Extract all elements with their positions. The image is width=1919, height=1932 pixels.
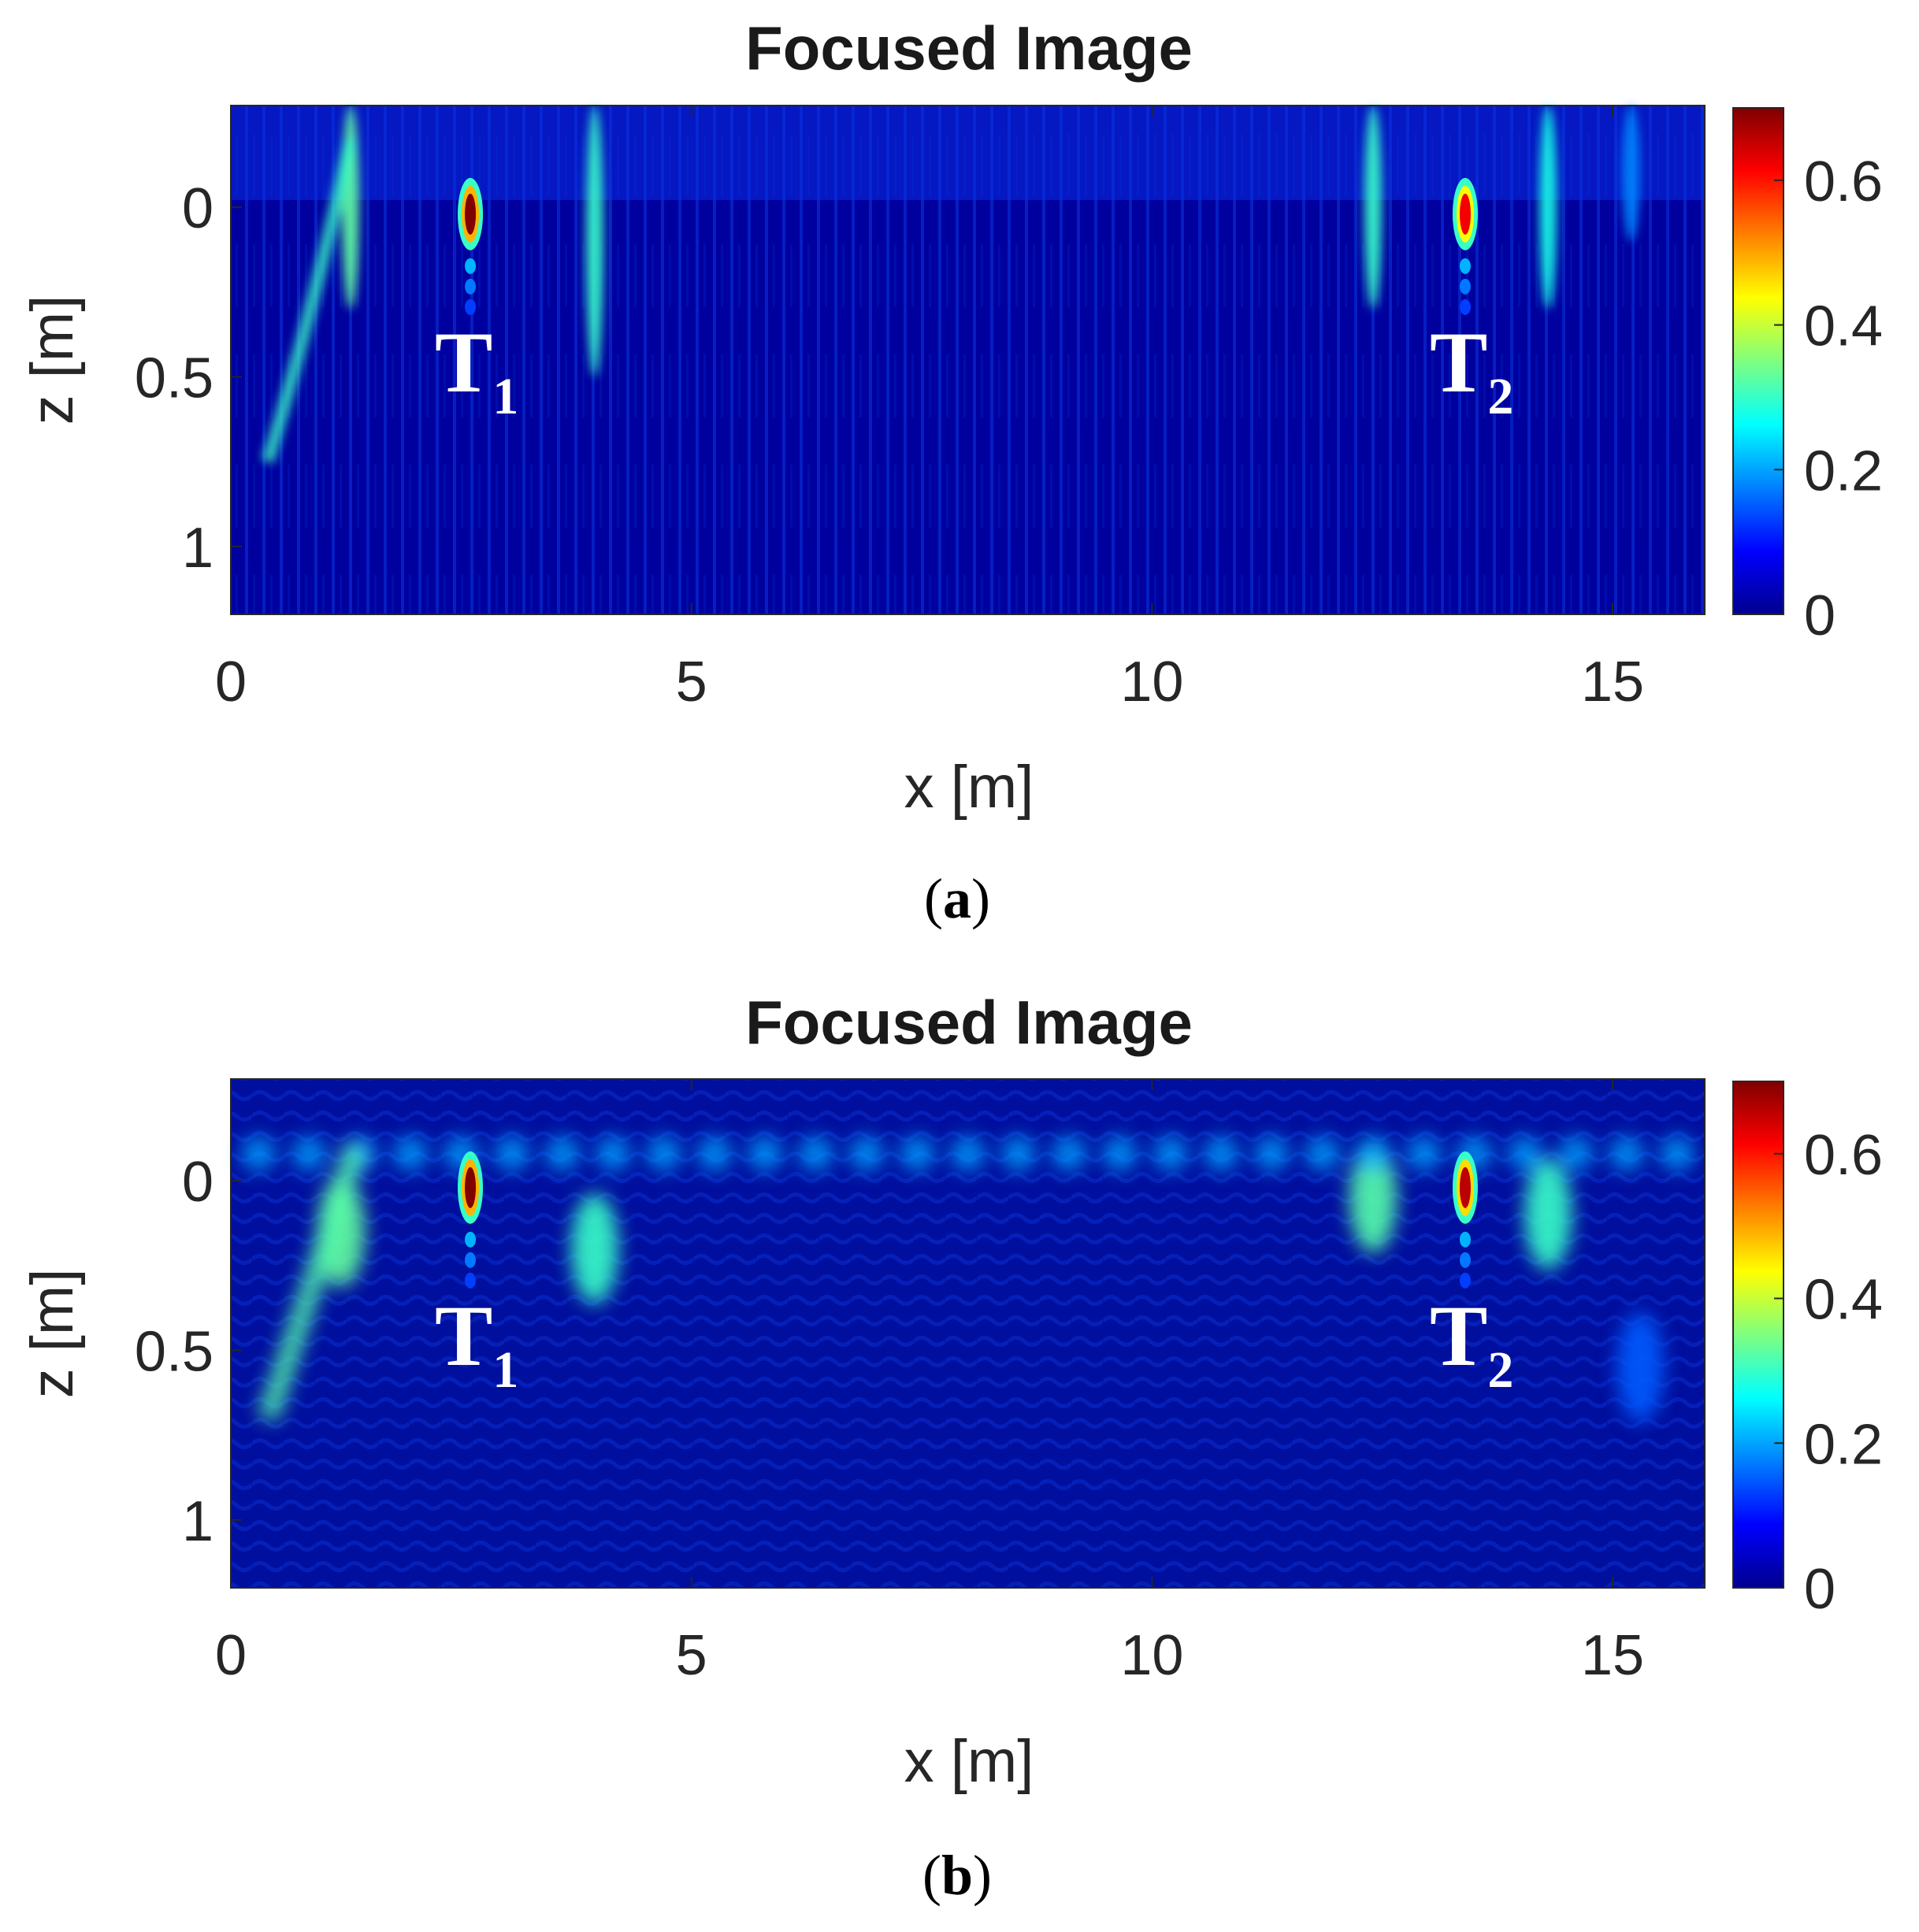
target-sidelobe bbox=[465, 1272, 477, 1289]
colorbar-tick-label: 0.4 bbox=[1804, 1269, 1883, 1332]
target-sidelobe bbox=[1459, 299, 1471, 315]
surface-reflection-blob bbox=[1609, 1136, 1644, 1171]
panel-b: Focused Image T1 T2 0 5 10 15 0 0.5 1 x [m] z … bbox=[19, 988, 1883, 1907]
colorbar-gradient bbox=[1732, 107, 1784, 615]
hyperbola-tail bbox=[262, 138, 357, 464]
y-tick-label: 0 bbox=[182, 177, 213, 240]
surface-reflection-blob bbox=[1000, 1136, 1036, 1171]
plot-frame bbox=[230, 105, 1706, 615]
target-sidelobe bbox=[1459, 258, 1471, 274]
x-axis-label: x [m] bbox=[904, 754, 1034, 821]
panel-a: Focused Image T1 T2 0 5 10 15 0 0.5 1 x [m] z … bbox=[19, 13, 1883, 930]
surface-reflection-blob bbox=[1102, 1136, 1138, 1171]
x-axis-label: x [m] bbox=[904, 1728, 1034, 1795]
heatmap-blob bbox=[1349, 1142, 1397, 1253]
x-tick-label: 10 bbox=[1120, 651, 1183, 714]
x-tick-label: 0 bbox=[215, 1624, 247, 1687]
target-sidelobe bbox=[465, 1252, 477, 1268]
heatmap-streak bbox=[1364, 106, 1383, 310]
panel-label: (b) bbox=[922, 1844, 992, 1907]
surface-reflection-blob bbox=[494, 1136, 529, 1171]
surface-reflection-blob bbox=[950, 1136, 985, 1171]
colorbar-gradient bbox=[1732, 1081, 1784, 1589]
surface-reflection-blob bbox=[748, 1136, 783, 1171]
heatmap-plot-area: T1 T2 bbox=[230, 1078, 1706, 1589]
surface-reflection-blob bbox=[1507, 1136, 1542, 1171]
x-tick-label: 0 bbox=[215, 651, 247, 714]
heatmap-blob bbox=[1616, 1312, 1665, 1423]
target-sidelobe bbox=[1459, 1272, 1471, 1289]
colorbar-tick-label: 0 bbox=[1804, 584, 1835, 647]
target-sidelobe bbox=[465, 299, 477, 315]
surface-reflection-blob bbox=[848, 1136, 884, 1171]
x-tick-label: 5 bbox=[676, 651, 707, 714]
colorbar-tick-label: 0.4 bbox=[1804, 295, 1883, 358]
target-label: T2 bbox=[1430, 314, 1513, 425]
target-sidelobe bbox=[465, 1231, 477, 1248]
surface-reflection-blob bbox=[1659, 1136, 1694, 1171]
target-peak bbox=[465, 193, 477, 235]
colorbar-tick-label: 0.6 bbox=[1804, 150, 1883, 213]
target-sidelobe bbox=[1459, 278, 1471, 295]
colorbar-tick-label: 0.6 bbox=[1804, 1124, 1883, 1187]
y-axis-label: z [m] bbox=[19, 295, 86, 425]
heatmap-streak bbox=[1622, 106, 1640, 242]
surface-reflection-blob bbox=[798, 1136, 833, 1171]
surface-reflection-blob bbox=[1305, 1136, 1340, 1171]
y-tick-label: 0.5 bbox=[135, 347, 213, 410]
surface-reflection-blob bbox=[291, 1136, 327, 1171]
surface-reflection-blob bbox=[1052, 1136, 1087, 1171]
plot-frame bbox=[230, 1078, 1706, 1589]
y-tick-label: 1 bbox=[182, 517, 213, 580]
surface-reflection-blob bbox=[1406, 1136, 1442, 1171]
heatmap-surface-band bbox=[231, 106, 1705, 200]
x-tick-label: 15 bbox=[1581, 1624, 1644, 1687]
target-sidelobe bbox=[1459, 1252, 1471, 1268]
target-peak bbox=[1459, 193, 1471, 235]
y-tick-label: 0.5 bbox=[135, 1321, 213, 1384]
surface-reflection-blob bbox=[646, 1136, 681, 1171]
heatmap-streak bbox=[1539, 106, 1557, 310]
y-tick-label: 1 bbox=[182, 1490, 213, 1553]
chart-title: Focused Image bbox=[745, 988, 1193, 1057]
colorbar-tick-label: 0.2 bbox=[1804, 1413, 1883, 1476]
panel-label: (a) bbox=[924, 867, 990, 930]
target-label: T2 bbox=[1430, 1288, 1513, 1399]
y-axis-label: z [m] bbox=[19, 1269, 86, 1399]
target-sidelobe bbox=[465, 258, 477, 274]
target-label: T1 bbox=[435, 314, 518, 425]
surface-reflection-blob bbox=[1153, 1136, 1188, 1171]
surface-reflection-blob bbox=[393, 1136, 429, 1171]
heatmap-blob bbox=[1524, 1159, 1572, 1270]
chart-title: Focused Image bbox=[745, 13, 1193, 83]
colorbar-tick-label: 0.2 bbox=[1804, 439, 1883, 502]
heatmap-streak bbox=[342, 106, 360, 310]
heatmap-blob bbox=[570, 1193, 618, 1304]
surface-reflection-blob bbox=[1204, 1136, 1239, 1171]
colorbar: 0 0.2 0.4 0.6 bbox=[1732, 107, 1883, 647]
surface-reflection-blob bbox=[1356, 1136, 1391, 1171]
colorbar-tick-label: 0 bbox=[1804, 1558, 1835, 1621]
surface-reflection-blob bbox=[1254, 1136, 1290, 1171]
x-tick-label: 10 bbox=[1120, 1624, 1183, 1687]
surface-reflection-blob bbox=[900, 1136, 935, 1171]
colorbar: 0 0.2 0.4 0.6 bbox=[1732, 1081, 1883, 1621]
surface-reflection-blob bbox=[596, 1136, 631, 1171]
target-sidelobe bbox=[1459, 1231, 1471, 1248]
surface-reflection-blob bbox=[696, 1136, 732, 1171]
surface-reflection-blob bbox=[241, 1136, 277, 1171]
heatmap-plot-area: T1 T2 bbox=[230, 105, 1706, 615]
target-peak bbox=[465, 1166, 477, 1208]
x-tick-label: 15 bbox=[1581, 651, 1644, 714]
surface-reflection-blob bbox=[1558, 1136, 1594, 1171]
x-tick-label: 5 bbox=[676, 1624, 707, 1687]
surface-reflection-blob bbox=[544, 1136, 580, 1171]
target-peak bbox=[1459, 1166, 1471, 1208]
target-label: T1 bbox=[435, 1288, 518, 1399]
hyperbola-tail bbox=[258, 1144, 366, 1422]
target-sidelobe bbox=[465, 278, 477, 295]
y-tick-label: 0 bbox=[182, 1151, 213, 1214]
heatmap-streak bbox=[585, 106, 603, 377]
